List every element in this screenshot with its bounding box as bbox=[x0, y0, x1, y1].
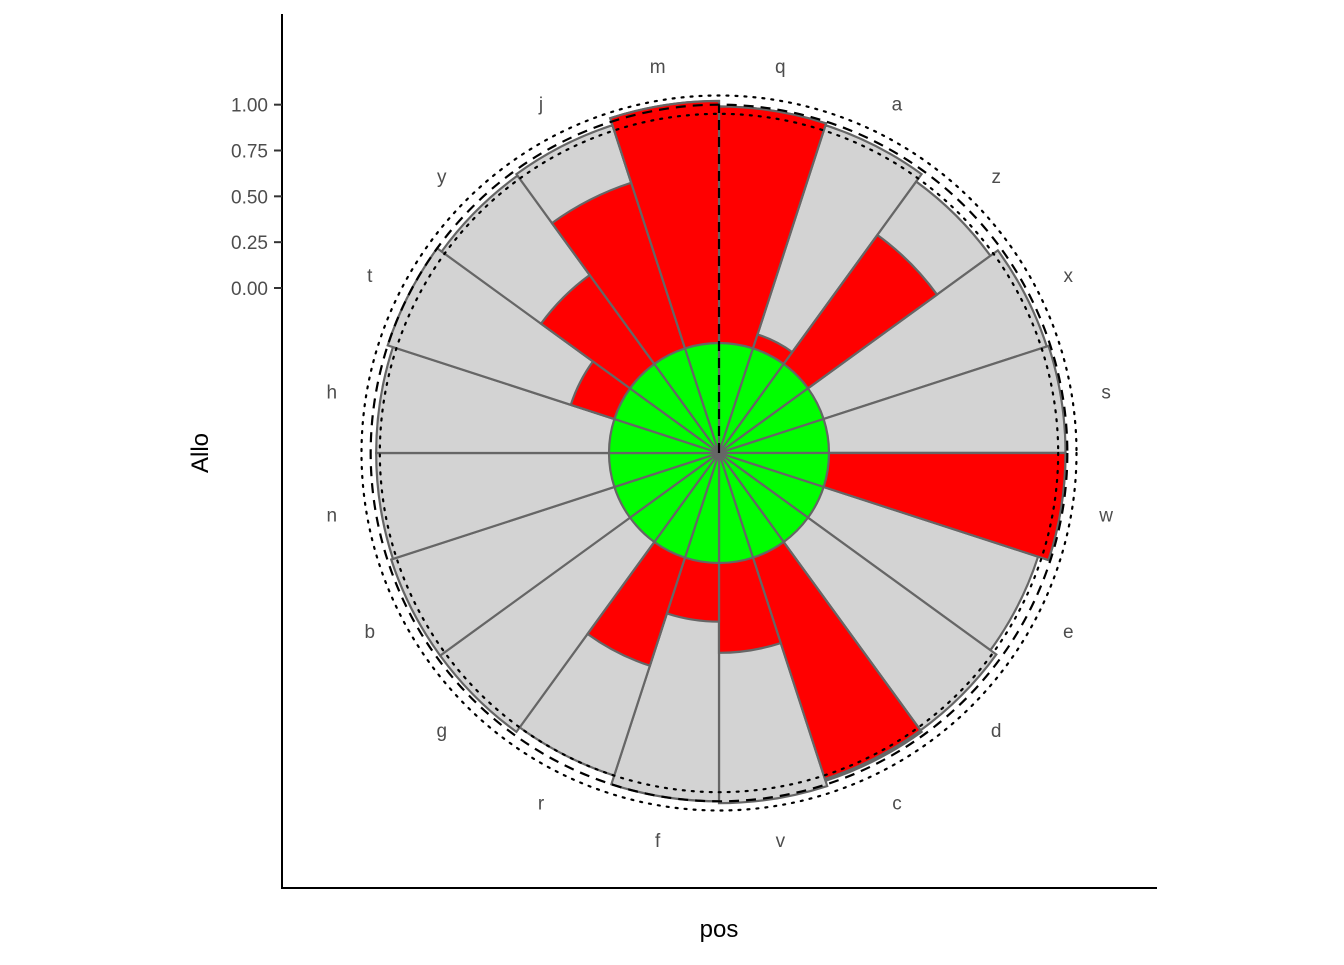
reference-circle-dotted-0 bbox=[378, 112, 1060, 794]
category-label-v: v bbox=[776, 831, 786, 852]
y-tick-label-0.50: 0.50 bbox=[231, 187, 268, 208]
category-label-c: c bbox=[892, 793, 902, 814]
category-labels: q a z x s w e d c v f r g b n h t y j m bbox=[327, 57, 1114, 852]
category-label-g: g bbox=[437, 721, 448, 742]
category-label-d: d bbox=[991, 721, 1002, 742]
y-axis-title: Allo bbox=[187, 433, 214, 473]
y-tick-label-0.00: 0.00 bbox=[231, 279, 268, 300]
category-label-m: m bbox=[650, 57, 666, 78]
category-label-s: s bbox=[1101, 383, 1111, 404]
category-label-t: t bbox=[367, 266, 373, 287]
category-label-x: x bbox=[1064, 266, 1074, 287]
category-label-n: n bbox=[327, 505, 338, 526]
reference-circles bbox=[360, 94, 1078, 812]
center-disc-group bbox=[607, 341, 831, 565]
category-label-b: b bbox=[364, 622, 375, 643]
y-tick-label-0.75: 0.75 bbox=[231, 142, 268, 163]
x-axis-title: pos bbox=[700, 916, 739, 943]
reference-circle-dotted-2 bbox=[360, 94, 1078, 812]
category-label-w: w bbox=[1098, 505, 1113, 526]
category-label-j: j bbox=[538, 95, 543, 116]
category-label-z: z bbox=[991, 167, 1001, 188]
category-label-f: f bbox=[655, 831, 661, 852]
category-label-a: a bbox=[892, 95, 903, 116]
y-tick-label-0.25: 0.25 bbox=[231, 233, 268, 254]
y-tick-label-1.00: 1.00 bbox=[231, 96, 268, 117]
category-label-y: y bbox=[437, 167, 447, 188]
category-label-e: e bbox=[1063, 622, 1074, 643]
category-label-h: h bbox=[327, 383, 338, 404]
category-label-q: q bbox=[775, 57, 786, 78]
category-label-r: r bbox=[538, 793, 545, 814]
y-ticks: 1.00 0.75 0.50 0.25 0.00 bbox=[231, 96, 282, 300]
